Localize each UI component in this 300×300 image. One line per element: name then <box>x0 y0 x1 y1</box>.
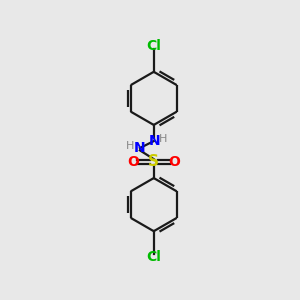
Text: Cl: Cl <box>146 39 161 53</box>
Text: H: H <box>159 134 167 144</box>
Text: O: O <box>127 155 139 169</box>
Text: Cl: Cl <box>146 250 161 264</box>
Text: H: H <box>126 141 134 151</box>
Text: N: N <box>134 141 145 155</box>
Text: O: O <box>169 155 181 169</box>
Text: N: N <box>148 134 160 148</box>
Text: S: S <box>148 154 159 169</box>
